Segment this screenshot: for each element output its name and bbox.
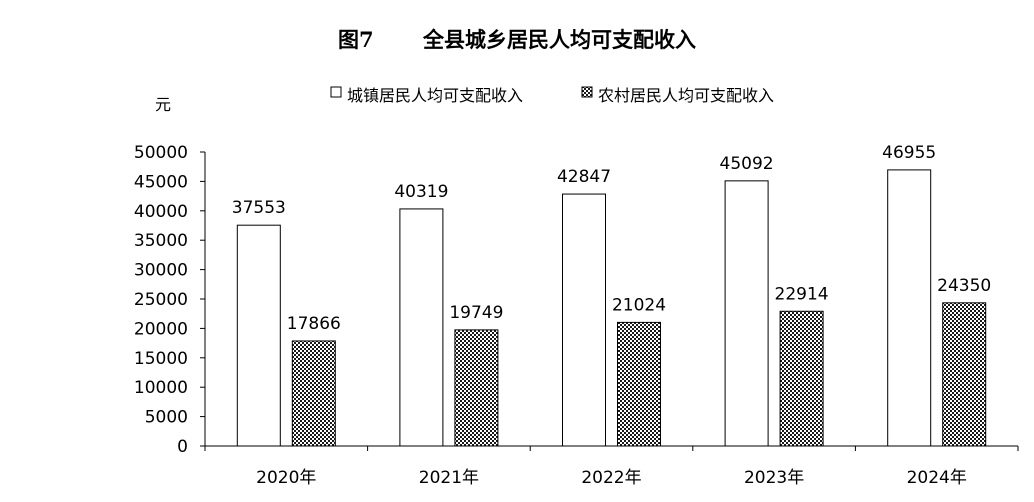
legend-label-urban: 城镇居民人均可支配收入	[347, 86, 523, 105]
axes: 0 5000 10000 15000 20000 25000 30000 35000 40000…	[134, 143, 1019, 488]
y-tick-label: 40000	[134, 202, 188, 222]
y-axis-label: 元	[155, 95, 171, 114]
data-label-urban: 37553	[232, 198, 286, 218]
data-label-rural: 17866	[287, 314, 341, 334]
bar-urban	[399, 208, 444, 447]
legend-label-rural: 农村居民人均可支配收入	[598, 86, 774, 105]
bars	[236, 169, 987, 447]
legend-swatch-rural	[581, 86, 593, 98]
y-tick-label: 15000	[134, 349, 188, 369]
legend-swatch-urban	[330, 86, 342, 98]
x-tick-label: 2024年	[907, 468, 967, 488]
bar-rural	[942, 302, 987, 447]
bar-rural	[779, 310, 824, 447]
data-label-rural: 19749	[449, 303, 503, 323]
y-tick-label: 25000	[134, 290, 188, 310]
bar-rural	[454, 329, 499, 447]
data-label-rural: 21024	[612, 295, 666, 315]
x-tick-label: 2023年	[744, 468, 804, 488]
bar-urban	[724, 180, 769, 447]
legend: 城镇居民人均可支配收入 农村居民人均可支配收入	[330, 86, 774, 105]
figure-label: 图7	[338, 27, 374, 52]
data-label-urban: 40319	[394, 182, 448, 202]
y-tick-label: 5000	[145, 408, 188, 428]
y-tick-label: 30000	[134, 261, 188, 281]
data-labels: 37553 40319 42847 45092 46955 17866 19749 21024…	[232, 143, 991, 334]
y-tick-label: 20000	[134, 319, 188, 339]
y-tick-label: 50000	[134, 143, 188, 163]
bar-rural	[291, 340, 336, 447]
bar-urban	[236, 224, 281, 447]
x-tick-label: 2020年	[256, 468, 316, 488]
x-tick-label: 2021年	[419, 468, 479, 488]
data-label-urban: 45092	[720, 154, 774, 174]
chart-title: 全县城乡居民人均可支配收入	[422, 27, 696, 52]
data-label-urban: 42847	[557, 167, 611, 187]
x-tick-label: 2022年	[581, 468, 641, 488]
bar-urban	[887, 169, 932, 447]
bar-rural	[617, 321, 661, 447]
data-label-rural: 22914	[775, 284, 829, 304]
y-tick-label: 10000	[134, 378, 188, 398]
y-tick-label: 45000	[134, 172, 188, 192]
bar-urban	[562, 193, 606, 447]
y-tick-label: 0	[177, 437, 188, 457]
data-label-urban: 46955	[882, 143, 936, 163]
data-label-rural: 24350	[937, 276, 991, 296]
y-tick-label: 35000	[134, 231, 188, 251]
